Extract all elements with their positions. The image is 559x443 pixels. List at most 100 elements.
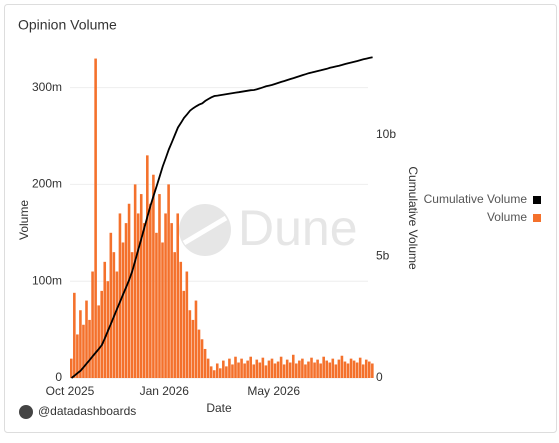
- bar: [121, 242, 125, 378]
- bar: [79, 310, 82, 378]
- bar: [270, 358, 274, 378]
- bar: [337, 359, 341, 378]
- bar: [188, 310, 192, 378]
- bar: [209, 366, 213, 378]
- bar: [231, 364, 234, 378]
- bar: [167, 184, 170, 378]
- x-tick-label: Jan 2026: [140, 384, 190, 398]
- bar: [70, 358, 73, 378]
- bar: [364, 359, 368, 378]
- bar: [185, 271, 189, 378]
- bar: [206, 358, 210, 378]
- bar: [307, 361, 310, 378]
- legend-label: Volume: [487, 210, 527, 224]
- bar: [310, 357, 313, 378]
- bar: [82, 324, 85, 378]
- bar: [343, 361, 347, 378]
- bar: [304, 364, 307, 378]
- bar: [73, 292, 76, 378]
- bar: [124, 223, 128, 378]
- bar: [267, 360, 271, 378]
- y-tick-label: 0: [55, 370, 62, 384]
- y2-axis-title: Cumulative Volume: [406, 166, 420, 270]
- bar: [173, 252, 176, 378]
- bar: [328, 362, 332, 378]
- y2-tick-label: 0: [376, 370, 383, 384]
- line: [70, 56, 373, 379]
- bar: [130, 252, 134, 378]
- bar: [161, 242, 164, 378]
- bar: [358, 357, 362, 378]
- bar: [371, 363, 374, 378]
- bar: [313, 362, 316, 378]
- y-axis-title: Volume: [17, 200, 31, 240]
- bar: [258, 362, 262, 378]
- bar: [200, 339, 204, 378]
- chart-title: Opinion Volume: [18, 17, 117, 33]
- bar: [152, 174, 155, 378]
- bar: [261, 357, 265, 378]
- bar: [222, 360, 225, 378]
- y-tick-label: 300m: [32, 80, 62, 94]
- bar: [340, 355, 344, 378]
- bar: [142, 223, 146, 378]
- bar: [252, 364, 256, 378]
- bar: [279, 356, 283, 378]
- bar: [240, 358, 243, 378]
- bar: [273, 363, 277, 378]
- bar: [322, 356, 325, 378]
- bar: [331, 358, 335, 378]
- bar: [355, 362, 359, 378]
- bar: [85, 300, 88, 378]
- bar: [219, 368, 222, 378]
- x-tick-label: Oct 2025: [46, 384, 95, 398]
- bar: [149, 203, 152, 378]
- bar: [176, 213, 180, 378]
- bar: [170, 223, 173, 378]
- y-tick-label: 100m: [32, 273, 62, 287]
- bar: [94, 58, 97, 378]
- bar: [155, 232, 158, 378]
- x-axis-title: Date: [206, 401, 232, 415]
- bar: [234, 356, 237, 378]
- bar: [285, 359, 289, 378]
- bar: [97, 305, 100, 378]
- bar: [352, 360, 356, 378]
- bar: [228, 358, 231, 378]
- bar: [319, 363, 322, 378]
- watermark: Dune: [179, 200, 358, 256]
- bar: [115, 271, 119, 378]
- y-tick-label: 200m: [32, 177, 62, 191]
- avatar: [19, 405, 33, 419]
- bar: [133, 184, 137, 378]
- bar: [164, 213, 167, 378]
- bar: [288, 362, 292, 378]
- author: @datadashboards: [38, 404, 136, 418]
- bar: [179, 261, 183, 378]
- bar: [291, 354, 295, 378]
- bar: [139, 194, 143, 378]
- bar: [191, 319, 195, 378]
- bar: [100, 290, 103, 378]
- bar: [212, 370, 216, 378]
- bar: [243, 363, 246, 378]
- bar: [215, 363, 219, 378]
- bar: [225, 366, 228, 378]
- bar: [249, 356, 252, 378]
- legend: Cumulative Volume: [424, 192, 528, 206]
- bar: [91, 271, 94, 378]
- bar: [182, 290, 186, 378]
- x-tick-label: May 2026: [247, 384, 300, 398]
- bar: [246, 360, 249, 378]
- bar: [127, 203, 131, 378]
- bar: [316, 359, 319, 378]
- bar: [103, 261, 107, 378]
- bar: [136, 213, 140, 378]
- bar: [334, 364, 338, 378]
- bar: [282, 364, 286, 378]
- bar: [109, 232, 113, 378]
- y2-tick-label: 5b: [376, 249, 390, 263]
- y2-tick-label: 10b: [376, 127, 396, 141]
- bar: [88, 319, 91, 378]
